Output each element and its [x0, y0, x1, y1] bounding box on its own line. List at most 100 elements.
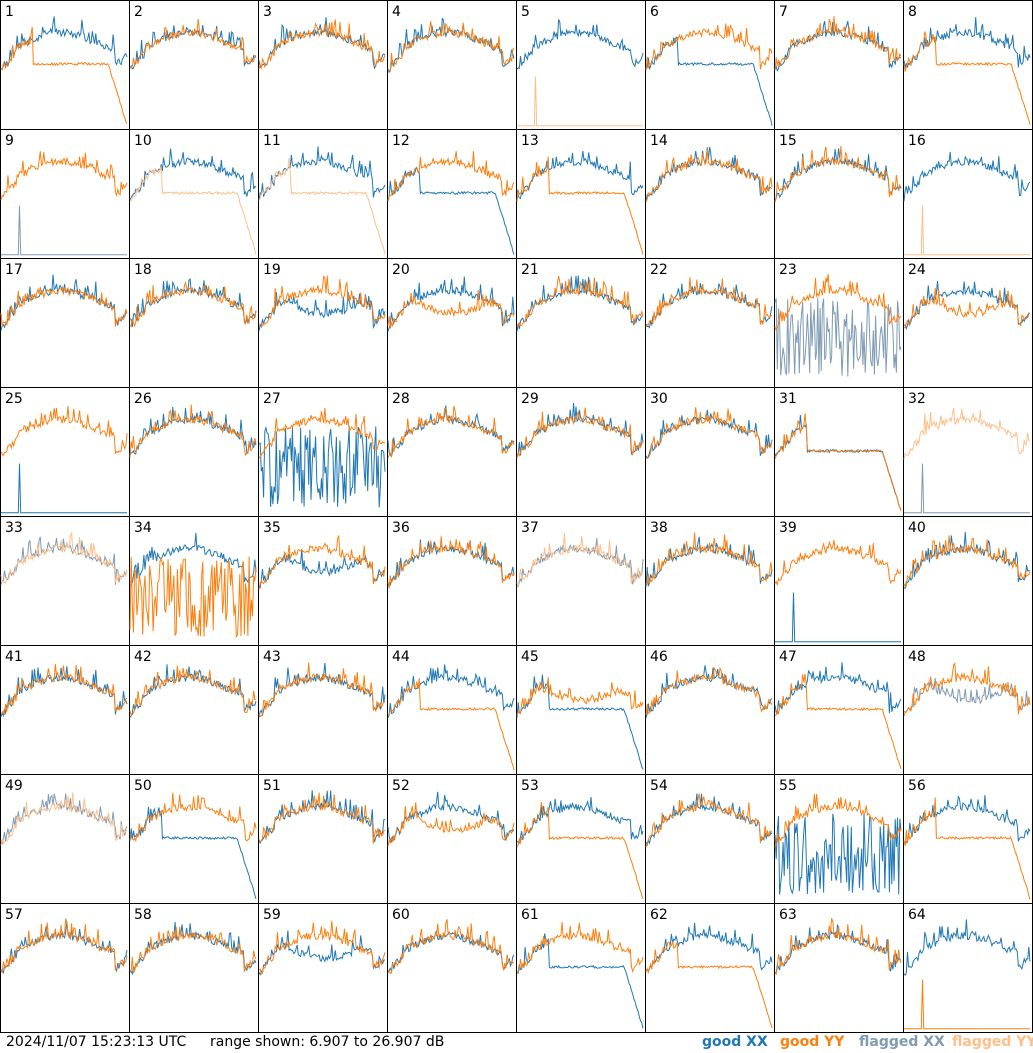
- tile-label: 46: [650, 649, 668, 665]
- tile-label: 53: [521, 778, 539, 794]
- tile-34: 34: [129, 516, 259, 646]
- tile-label: 30: [650, 391, 668, 407]
- tile-label: 33: [5, 520, 23, 536]
- series-xx: [774, 662, 902, 715]
- series-yy: [258, 275, 386, 327]
- tile-9: 9: [0, 129, 130, 259]
- tile-frame: [0, 0, 130, 130]
- series-xx: [258, 930, 385, 976]
- tile-frame: [516, 258, 646, 388]
- series-yy: [258, 407, 386, 458]
- tile-61: 61: [516, 903, 646, 1033]
- tile-frame: [903, 516, 1033, 646]
- series-yy: [903, 407, 1031, 460]
- tile-label: 7: [779, 4, 788, 20]
- tile-label: 15: [779, 133, 797, 149]
- tile-label: 34: [134, 520, 152, 536]
- series-yy: [258, 920, 386, 975]
- tile-52: 52: [387, 774, 517, 904]
- series-xx: [774, 148, 902, 202]
- tile-frame: [387, 0, 517, 130]
- tile-label: 26: [134, 391, 152, 407]
- tile-frame: [645, 0, 775, 130]
- series-yy: [903, 287, 1031, 329]
- series-xx: [903, 17, 1031, 69]
- series-xx: [774, 813, 902, 895]
- series-yy: [774, 16, 902, 71]
- series-xx: [904, 463, 1030, 514]
- series-xx: [129, 532, 257, 587]
- tile-47: 47: [774, 645, 904, 775]
- tile-58: 58: [129, 903, 259, 1033]
- series-yy: [0, 792, 128, 846]
- tile-32: 32: [903, 387, 1033, 517]
- tile-label: 25: [5, 391, 23, 407]
- tile-36: 36: [387, 516, 517, 646]
- tile-24: 24: [903, 258, 1033, 388]
- legend-flagged-yy: flagged YY: [952, 1034, 1033, 1050]
- series-yy: [129, 792, 257, 843]
- series-xx: [903, 151, 1031, 202]
- series-yy: [0, 285, 128, 327]
- tile-56: 56: [903, 774, 1033, 904]
- tile-44: 44: [387, 645, 517, 775]
- tile-50: 50: [129, 774, 259, 904]
- tile-frame: [645, 774, 775, 904]
- tile-42: 42: [129, 645, 259, 775]
- series-xx: [0, 536, 128, 585]
- series-yy: [645, 277, 773, 327]
- series-xx: [387, 791, 515, 844]
- tile-3: 3: [258, 0, 388, 130]
- series-yy: [645, 941, 773, 1029]
- series-xx: [903, 795, 1031, 845]
- tile-label: 38: [650, 520, 668, 536]
- tile-label: 16: [908, 133, 926, 149]
- series-yy: [129, 556, 257, 639]
- series-yy: [129, 280, 257, 328]
- tile-26: 26: [129, 387, 259, 517]
- series-xx: [903, 280, 1031, 331]
- series-yy: [129, 926, 257, 974]
- tile-label: 13: [521, 133, 539, 149]
- tile-label: 19: [263, 262, 281, 278]
- tile-label: 1: [5, 4, 14, 20]
- tile-frame: [516, 0, 646, 130]
- tile-46: 46: [645, 645, 775, 775]
- series-yy: [258, 792, 386, 844]
- series-yy: [516, 921, 644, 973]
- tile-45: 45: [516, 645, 646, 775]
- series-xx: [645, 922, 773, 972]
- tile-21: 21: [516, 258, 646, 388]
- series-yy: [0, 531, 128, 584]
- tile-frame: [258, 516, 388, 646]
- series-xx: [1, 463, 127, 514]
- series-yy: [0, 918, 128, 973]
- series-yy: [516, 802, 644, 899]
- series-yy: [387, 536, 515, 589]
- series-yy: [904, 979, 1030, 1030]
- tile-frame: [258, 903, 388, 1033]
- tile-25: 25: [0, 387, 130, 517]
- tile-frame: [258, 774, 388, 904]
- tile-label: 20: [392, 262, 410, 278]
- series-yy: [774, 539, 902, 586]
- tile-18: 18: [129, 258, 259, 388]
- tile-frame: [387, 516, 517, 646]
- tile-label: 58: [134, 907, 152, 923]
- tile-30: 30: [645, 387, 775, 517]
- tile-28: 28: [387, 387, 517, 517]
- series-yy: [387, 919, 514, 975]
- tile-frame: [129, 258, 259, 388]
- tile-57: 57: [0, 903, 130, 1033]
- tile-label: 57: [5, 907, 23, 923]
- series-xx: [645, 665, 773, 719]
- tile-frame: [645, 387, 775, 517]
- legend-good-yy: good YY: [780, 1034, 845, 1050]
- tile-35: 35: [258, 516, 388, 646]
- legend-good-xx: good XX: [702, 1034, 768, 1050]
- tile-59: 59: [258, 903, 388, 1033]
- tile-label: 54: [650, 778, 668, 794]
- tile-label: 39: [779, 520, 797, 536]
- tile-label: 14: [650, 133, 668, 149]
- tile-label: 64: [908, 907, 926, 923]
